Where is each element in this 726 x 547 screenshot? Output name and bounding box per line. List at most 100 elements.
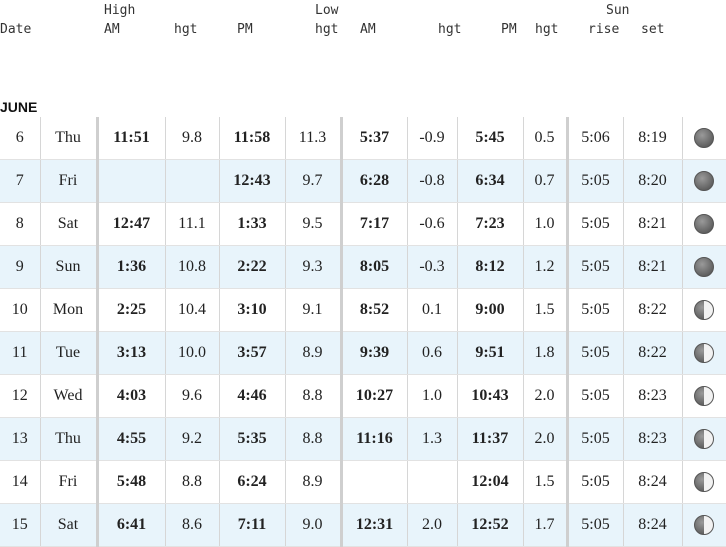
- high-pm-height: 11.3: [285, 117, 342, 160]
- low-pm-height: 1.5: [523, 288, 568, 332]
- high-am-time: [95, 159, 166, 203]
- low-pm-time: 9:51: [457, 331, 524, 375]
- sunrise-time: 5:05: [565, 460, 624, 504]
- low-pm-height: 2.0: [523, 417, 568, 461]
- waxing-moon-icon: [694, 472, 715, 492]
- weekday-cell: Tue: [40, 331, 98, 375]
- low-pm-height: 1.2: [523, 245, 568, 289]
- sunset-time: 8:23: [623, 374, 683, 418]
- high-pm-time: 5:35: [219, 417, 286, 461]
- high-pm-time: 2:22: [219, 245, 286, 289]
- dark-moon-icon: [694, 128, 715, 148]
- low-am-time: 5:37: [339, 117, 408, 160]
- high-am-height: 8.6: [165, 503, 220, 547]
- low-am-height: -0.3: [407, 245, 458, 289]
- high-pm-height: 9.3: [285, 245, 342, 289]
- weekday-cell: Fri: [40, 460, 98, 504]
- low-pm-height: 1.0: [523, 202, 568, 246]
- low-pm-time: 7:23: [457, 202, 524, 246]
- tide-table: 6 Thu 11:51 9.8 11:58 11.3 5:37 -0.9 5:45 0.5 5:06…: [0, 117, 726, 547]
- weekday-cell: Sat: [40, 202, 98, 246]
- low-pm-height: 2.0: [523, 374, 568, 418]
- col-low-pm-hgt-label: hgt: [535, 22, 559, 37]
- high-pm-height: 9.5: [285, 202, 342, 246]
- col-sunset-label: set: [641, 22, 665, 37]
- table-row: 7 Fri 12:43 9.7 6:28 -0.8 6:34 0.7 5:05 8:20: [0, 159, 726, 203]
- low-am-time: 8:05: [339, 245, 408, 289]
- table-row: 11 Tue 3:13 10.0 3:57 8.9 9:39 0.6 9:51 1.8 5:05 8:…: [0, 331, 726, 375]
- high-pm-height: 8.9: [285, 460, 342, 504]
- low-am-time: 9:39: [339, 331, 408, 375]
- low-am-time: 6:28: [339, 159, 408, 203]
- col-high-group-label: High: [104, 3, 136, 18]
- day-cell: 9: [0, 245, 41, 289]
- high-pm-height: 9.1: [285, 288, 342, 332]
- low-am-height: 0.6: [407, 331, 458, 375]
- moon-phase-cell: [682, 417, 726, 461]
- table-row: 10 Mon 2:25 10.4 3:10 9.1 8:52 0.1 9:00 1.5 5:05 8:…: [0, 288, 726, 332]
- low-pm-time: 12:52: [457, 503, 524, 547]
- low-pm-height: 1.5: [523, 460, 568, 504]
- col-sun-group-label: Sun: [606, 3, 630, 18]
- low-am-height: [407, 460, 458, 504]
- table-row: 13 Thu 4:55 9.2 5:35 8.8 11:16 1.3 11:37 2.0 5:05 8…: [0, 417, 726, 461]
- high-pm-time: 6:24: [219, 460, 286, 504]
- sunset-time: 8:24: [623, 503, 683, 547]
- sunset-time: 8:22: [623, 288, 683, 332]
- low-pm-time: 5:45: [457, 117, 524, 160]
- moon-phase-cell: [682, 202, 726, 246]
- waxing-moon-icon: [694, 343, 715, 363]
- day-cell: 8: [0, 202, 41, 246]
- high-am-time: 2:25: [95, 288, 166, 332]
- high-am-time: 6:41: [95, 503, 166, 547]
- high-am-time: 4:55: [95, 417, 166, 461]
- col-low-pm-label: PM: [501, 22, 517, 37]
- high-am-time: 3:13: [95, 331, 166, 375]
- low-am-time: 12:31: [339, 503, 408, 547]
- table-row: 15 Sat 6:41 8.6 7:11 9.0 12:31 2.0 12:52 1.7 5:05 8…: [0, 503, 726, 547]
- high-am-height: [165, 159, 220, 203]
- sunrise-time: 5:06: [565, 117, 624, 160]
- high-pm-height: 8.9: [285, 331, 342, 375]
- table-row: 9 Sun 1:36 10.8 2:22 9.3 8:05 -0.3 8:12 1.2 5:05 8:…: [0, 245, 726, 289]
- low-am-height: -0.8: [407, 159, 458, 203]
- weekday-cell: Sat: [40, 503, 98, 547]
- low-am-height: -0.9: [407, 117, 458, 160]
- high-am-time: 12:47: [95, 202, 166, 246]
- dark-moon-icon: [694, 171, 715, 191]
- low-pm-time: 8:12: [457, 245, 524, 289]
- sunset-time: 8:22: [623, 331, 683, 375]
- low-pm-height: 1.8: [523, 331, 568, 375]
- table-row: 8 Sat 12:47 11.1 1:33 9.5 7:17 -0.6 7:23 1.0 5:05 8…: [0, 202, 726, 246]
- sunset-time: 8:23: [623, 417, 683, 461]
- day-cell: 6: [0, 117, 41, 160]
- dark-moon-icon: [694, 214, 715, 234]
- table-header: Date High AM hgt PM Low hgt AM hgt PM hg…: [0, 0, 726, 100]
- high-am-time: 4:03: [95, 374, 166, 418]
- high-pm-time: 11:58: [219, 117, 286, 160]
- low-pm-height: 0.7: [523, 159, 568, 203]
- col-low-group-label: Low: [315, 3, 339, 18]
- low-pm-height: 0.5: [523, 117, 568, 160]
- moon-phase-cell: [682, 331, 726, 375]
- low-pm-time: 12:04: [457, 460, 524, 504]
- high-pm-height: 9.7: [285, 159, 342, 203]
- sunset-time: 8:24: [623, 460, 683, 504]
- high-pm-time: 12:43: [219, 159, 286, 203]
- high-am-height: 9.2: [165, 417, 220, 461]
- high-pm-time: 7:11: [219, 503, 286, 547]
- col-high-pm-label: PM: [237, 22, 253, 37]
- high-am-height: 10.8: [165, 245, 220, 289]
- weekday-cell: Thu: [40, 117, 98, 160]
- col-high-am-hgt-label: hgt: [174, 22, 198, 37]
- weekday-cell: Sun: [40, 245, 98, 289]
- moon-phase-cell: [682, 117, 726, 160]
- weekday-cell: Wed: [40, 374, 98, 418]
- sunrise-time: 5:05: [565, 159, 624, 203]
- weekday-cell: Mon: [40, 288, 98, 332]
- col-date-label: Date: [0, 22, 32, 37]
- low-am-height: 1.3: [407, 417, 458, 461]
- day-cell: 7: [0, 159, 41, 203]
- col-low-am-hgt-label: hgt: [438, 22, 462, 37]
- low-pm-time: 6:34: [457, 159, 524, 203]
